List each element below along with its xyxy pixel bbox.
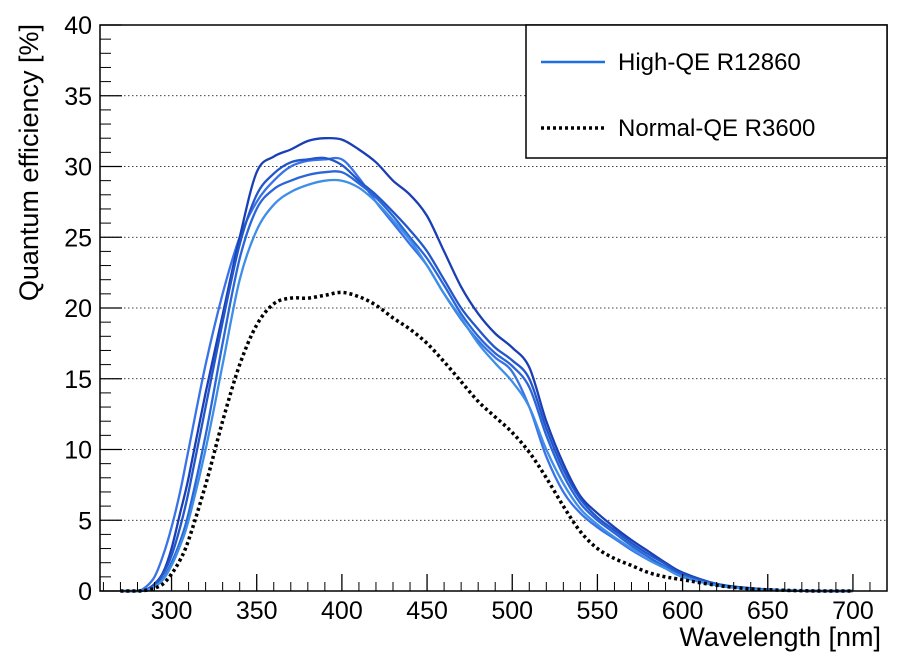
axis-ticks: 0 5 10 15 20 25 30 35 40 300 350 400 450 500 550 600 650… xyxy=(64,12,888,625)
x-tick-label-600: 600 xyxy=(662,597,704,625)
legend: High-QE R12860 Normal-QE R3600 xyxy=(525,24,888,159)
x-tick-label-400: 400 xyxy=(321,597,363,625)
x-tick-label-650: 650 xyxy=(747,597,789,625)
y-tick-label-40: 40 xyxy=(64,12,92,40)
x-tick-label-300: 300 xyxy=(151,597,193,625)
legend-label-normal-qe: Normal-QE R3600 xyxy=(618,115,815,142)
x-axis-title: Wavelength [nm] xyxy=(679,622,881,652)
y-tick-label-5: 5 xyxy=(78,507,92,535)
y-tick-label-15: 15 xyxy=(64,366,92,394)
x-tick-label-700: 700 xyxy=(832,597,874,625)
y-tick-label-30: 30 xyxy=(64,154,92,182)
y-tick-label-10: 10 xyxy=(64,437,92,465)
series-line-high-qe-r12860-2 xyxy=(120,136,853,593)
y-tick-label-25: 25 xyxy=(64,224,92,252)
series-line-high-qe-r12860-1 xyxy=(120,156,853,593)
y-axis-title: Quantum efficiency [%] xyxy=(14,24,44,301)
x-tick-label-450: 450 xyxy=(406,597,448,625)
series-line-normal-qe-r3600 xyxy=(120,290,853,593)
x-tick-label-350: 350 xyxy=(236,597,278,625)
series-line-high-qe-r12860-3 xyxy=(120,156,853,593)
x-tick-label-500: 500 xyxy=(491,597,533,625)
legend-box xyxy=(525,24,888,159)
x-tick-label-550: 550 xyxy=(577,597,619,625)
y-tick-label-20: 20 xyxy=(64,295,92,323)
series-line-high-qe-r12860-4 xyxy=(120,170,853,593)
legend-label-high-qe: High-QE R12860 xyxy=(618,49,801,76)
y-tick-label-35: 35 xyxy=(64,83,92,111)
series-lines xyxy=(120,136,853,593)
series-line-high-qe-r12860-5 xyxy=(120,178,853,593)
y-tick-label-0: 0 xyxy=(78,578,92,606)
